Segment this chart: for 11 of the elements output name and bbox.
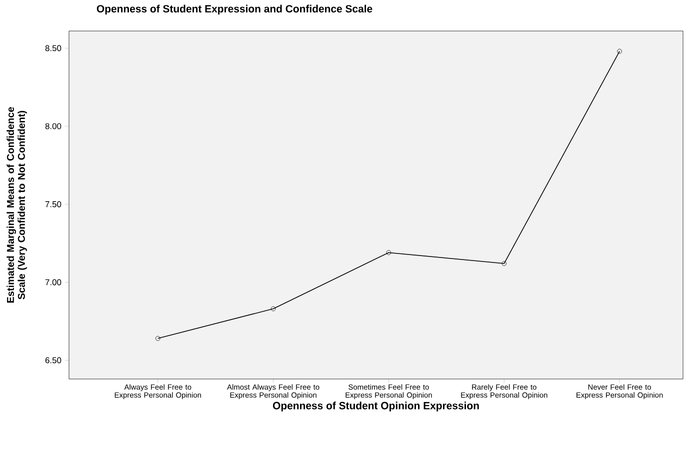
y-tick-label: 6.50 bbox=[45, 357, 62, 364]
point bbox=[386, 250, 392, 255]
y-tick-label: 7.00 bbox=[45, 279, 62, 286]
y-axis-title: Estimated Marginal Means of Confidence Scale (Very Confident to Not Confident) bbox=[6, 107, 27, 303]
point bbox=[502, 261, 507, 266]
point bbox=[270, 306, 276, 312]
chart-title: Openness of Student Expression and Confidence Scale bbox=[96, 4, 372, 15]
y-tick-label: 7.50 bbox=[45, 201, 62, 208]
y-tick-label: 8.50 bbox=[45, 45, 62, 52]
y-tick-label: 8.00 bbox=[45, 123, 62, 130]
x-axis-title: Openness of Student Opinion Expression bbox=[272, 402, 479, 412]
